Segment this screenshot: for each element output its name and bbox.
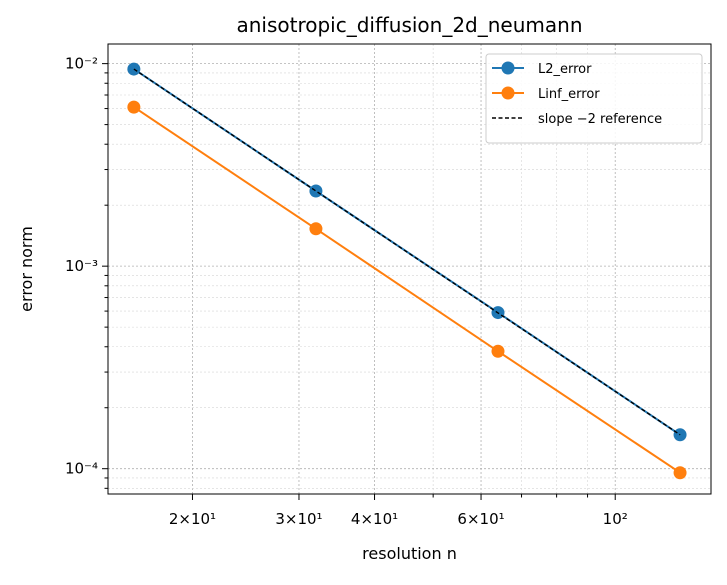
series-line: [133, 106, 681, 474]
y-tick-label: 10⁻²: [65, 55, 98, 73]
legend-marker: [501, 61, 515, 75]
data-point: [127, 100, 141, 114]
legend-label: L2_error: [538, 62, 592, 77]
legend-box: [485, 53, 703, 144]
x-tick-label: 6×10¹: [457, 510, 504, 528]
x-axis-label: resolution n: [362, 544, 457, 563]
x-tick-label: 4×10¹: [351, 510, 398, 528]
plot-frame: [107, 43, 712, 495]
x-tick-label: 2×10¹: [169, 510, 216, 528]
data-point: [309, 222, 323, 236]
y-tick-label: 10⁻⁴: [65, 460, 98, 478]
chart-title: anisotropic_diffusion_2d_neumann: [236, 13, 582, 37]
y-tick-label: 10⁻³: [65, 257, 98, 275]
series-layer: [127, 62, 687, 480]
data-point: [309, 184, 323, 198]
legend-label: Linf_error: [538, 87, 600, 102]
y-axis-label: error norm: [17, 226, 36, 312]
legend-marker: [501, 86, 515, 100]
data-point: [491, 344, 505, 358]
grid: [108, 44, 711, 494]
ticks: 2×10¹ 3×10¹ 4×10¹ 6×10¹ 10² 10⁻⁴ 10⁻³ 10⁻²: [65, 55, 628, 528]
data-point: [127, 62, 141, 76]
x-tick-label: 10²: [603, 510, 628, 528]
legend-label: slope −2 reference: [538, 112, 662, 127]
x-tick-label: 3×10¹: [275, 510, 322, 528]
data-point: [673, 466, 687, 480]
series-line: [133, 68, 681, 436]
